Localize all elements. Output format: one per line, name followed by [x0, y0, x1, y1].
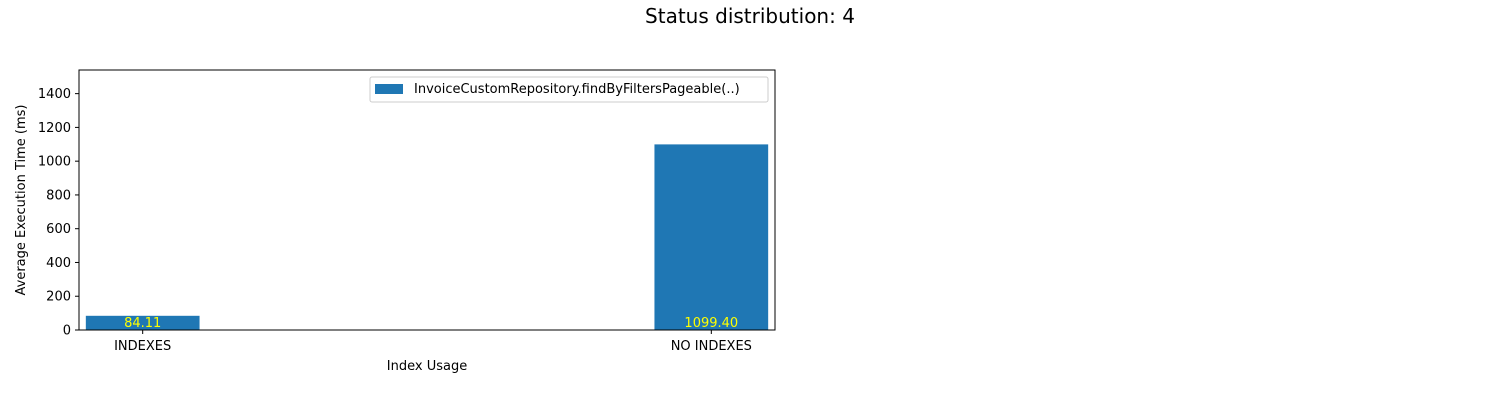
y-tick-label: 0: [63, 324, 71, 339]
bar-chart: 84.11 1099.40 0 200 400 600 800 1000 1200 1400 I…: [14, 69, 776, 374]
bar-no-indexes: [654, 144, 769, 330]
y-axis-label: Average Execution Time (ms): [14, 105, 29, 296]
bar-value-label: 84.11: [124, 316, 161, 331]
x-axis: INDEXES NO INDEXES: [114, 330, 752, 354]
data-labels-group: 84.11 1099.40: [124, 316, 738, 331]
y-tick-label: 400: [46, 256, 71, 271]
y-tick-label: 200: [46, 290, 71, 305]
legend-entry-label: InvoiceCustomRepository.findByFiltersPag…: [414, 82, 740, 97]
figure-title: Status distribution: 4: [645, 4, 855, 28]
y-tick-label: 600: [46, 222, 71, 237]
y-tick-label: 1400: [38, 87, 71, 102]
y-tick-label: 1000: [38, 155, 71, 170]
legend: InvoiceCustomRepository.findByFiltersPag…: [369, 76, 769, 103]
bar-value-label: 1099.40: [684, 316, 738, 331]
legend-box: [369, 76, 769, 103]
bars-group: [85, 144, 769, 330]
y-axis: 0 200 400 600 800 1000 1200 1400: [38, 87, 79, 339]
x-axis-label: Index Usage: [387, 359, 467, 374]
x-tick-label: INDEXES: [114, 339, 171, 354]
bar-indexes: [85, 315, 200, 330]
legend-swatch: [375, 84, 403, 94]
y-tick-label: 1200: [38, 121, 71, 136]
y-tick-label: 800: [46, 188, 71, 203]
plot-frame: [78, 69, 776, 331]
x-tick-label: NO INDEXES: [671, 339, 752, 354]
